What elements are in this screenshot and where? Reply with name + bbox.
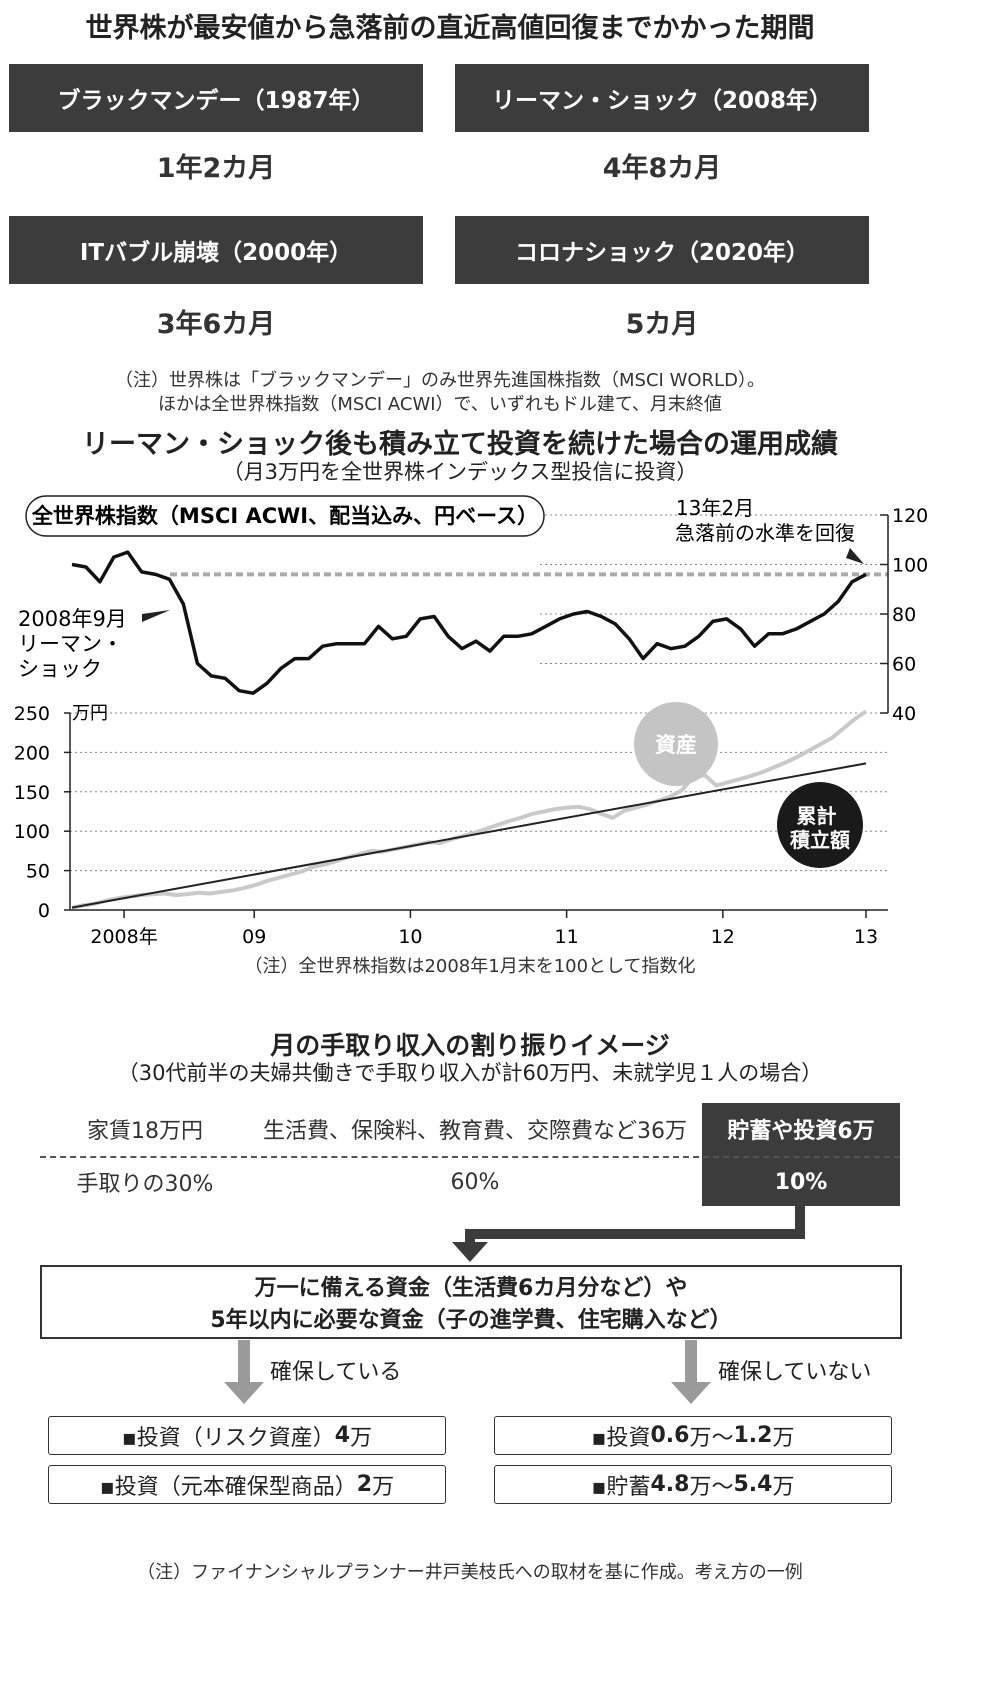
asset-tick-0: 0 — [38, 900, 50, 922]
invest-principal-suffix: 万 — [372, 1474, 395, 1500]
index-tick-40: 40 — [892, 703, 916, 725]
x-tick-11: 11 — [555, 926, 579, 948]
recovery-annotation-pointer — [846, 548, 864, 564]
section3-title: 月の手取り収入の割り振りイメージ — [270, 1031, 670, 1060]
x-tick-10: 10 — [398, 926, 422, 948]
invest-risk-box: ▪投資（リスク資産） 4 万 — [48, 1416, 446, 1455]
section1-note-line1: （注）世界株は「ブラックマンデー」のみ世界先進国株指数（MSCI WORLD）。 — [115, 370, 765, 391]
event-box-covid: コロナショック（2020年） — [455, 216, 869, 284]
invest-range-mid: 万〜 — [689, 1425, 734, 1451]
tick-layer: 120 100 80 60 40 250 200 150 100 50 0 2008年 09 10 11 12… — [14, 505, 929, 948]
left-arrow-head — [224, 1382, 264, 1404]
recovery-annotation-line1: 13年2月 — [676, 496, 754, 520]
savings-cell: 貯蓄や投資6万 — [727, 1119, 875, 1144]
index-line — [71, 550, 867, 695]
left-arrow-shaft — [238, 1340, 250, 1384]
index-pill — [25, 495, 545, 537]
lehman-annotation-line3: ショック — [18, 657, 102, 681]
branch-arrows — [224, 1340, 711, 1404]
asset-tick-100: 100 — [14, 821, 50, 843]
right-arrow-head — [671, 1382, 711, 1404]
section1-note-line2: ほかは全世界株指数（MSCI ACWI）で、いずれもドル建て、月末終値 — [158, 394, 722, 415]
savings-range-mid: 万〜 — [689, 1474, 734, 1500]
x-tick-2008年: 2008年 — [90, 926, 157, 948]
asset-tick-50: 50 — [26, 861, 50, 883]
cumulative-line — [71, 762, 867, 909]
invest-principal-box: ▪投資（元本確保型商品） 2 万 — [48, 1465, 446, 1504]
not-secured-label: 確保していない — [718, 1360, 872, 1385]
invest-range-suffix: 万 — [772, 1425, 795, 1451]
asset-legend-badge — [634, 702, 718, 786]
savings-percent-cell: 10% — [774, 1169, 828, 1195]
invest-range-prefix: ▪投資 — [591, 1425, 651, 1451]
savings-range-suffix: 万 — [772, 1474, 795, 1500]
table-divider — [40, 1156, 900, 1158]
event-box-it-bubble: ITバブル崩壊（2000年） — [9, 216, 423, 284]
invest-risk-amount: 4 — [334, 1423, 351, 1448]
asset-tick-250: 250 — [14, 703, 50, 725]
section2-note: （注）全世界株指数は2008年1月末を100として指数化 — [244, 956, 696, 977]
duration-covid: 5カ月 — [625, 309, 699, 340]
living-percent-cell: 60% — [450, 1169, 500, 1195]
savings-range-box: ▪貯蓄 4.8 万〜 5.4 万 — [494, 1465, 892, 1504]
connector-arrowhead — [452, 1242, 488, 1262]
asset-tick-200: 200 — [14, 742, 50, 764]
savings-range-min: 4.8 — [650, 1472, 690, 1497]
asset-unit-label: 万円 — [72, 703, 108, 724]
x-tick-09: 09 — [242, 926, 266, 948]
x-tick-13: 13 — [854, 926, 878, 948]
index-tick-100: 100 — [892, 555, 928, 577]
living-cost-cell: 生活費、保険料、教育費、交際費など36万 — [263, 1119, 687, 1144]
savings-range-max: 5.4 — [733, 1472, 773, 1497]
section2-title: リーマン・ショック後も積み立て投資を続けた場合の運用成績 — [82, 429, 838, 460]
invest-range-min: 0.6 — [650, 1423, 690, 1448]
flow-connector — [452, 1206, 805, 1262]
duration-it-bubble: 3年6カ月 — [156, 309, 276, 340]
emergency-fund-line2: 5年以内に必要な資金（子の進学費、住宅購入など） — [210, 1308, 732, 1333]
series-layer — [71, 550, 868, 910]
duration-black-monday: 1年2カ月 — [156, 153, 276, 184]
right-arrow-shaft — [685, 1340, 697, 1384]
event-box-lehman: リーマン・ショック（2008年） — [455, 64, 869, 132]
secured-label: 確保している — [270, 1360, 402, 1385]
asset-line — [71, 709, 868, 910]
asset-legend-label: 資産 — [655, 733, 697, 757]
invest-principal-amount: 2 — [356, 1472, 373, 1497]
grid-layer — [70, 514, 888, 872]
section3-subtitle: （30代前半の夫婦共働きで手取り収入が計60万円、未就学児１人の場合） — [117, 1061, 823, 1085]
section3-note: （注）ファイナンシャルプランナー井戸美枝氏への取材を基に作成。考え方の一例 — [137, 1562, 803, 1583]
index-tick-60: 60 — [892, 654, 916, 676]
section1-title: 世界株が最安値から急落前の直近高値回復までかかった期間 — [85, 13, 815, 44]
savings-range-prefix: ▪貯蓄 — [591, 1474, 651, 1500]
index-tick-80: 80 — [892, 604, 916, 626]
cumulative-legend-badge — [777, 782, 863, 868]
invest-principal-prefix: ▪投資（元本確保型商品） — [99, 1474, 357, 1500]
asset-tick-150: 150 — [14, 782, 50, 804]
section2-subtitle: （月3万円を全世界株インデックス型投信に投資） — [222, 460, 698, 484]
lehman-annotation-line1: 2008年9月 — [18, 607, 127, 631]
index-chart-title: 全世界株指数（MSCI ACWI、配当込み、円ベース） — [31, 504, 538, 528]
invest-risk-suffix: 万 — [350, 1425, 373, 1451]
recovery-annotation-line2: 急落前の水準を回復 — [675, 521, 855, 545]
savings-dark-column — [702, 1103, 900, 1206]
rent-cell: 家賃18万円 — [87, 1119, 203, 1144]
invest-range-max: 1.2 — [733, 1423, 773, 1448]
duration-lehman: 4年8カ月 — [602, 153, 722, 184]
connector-line — [465, 1206, 805, 1244]
lehman-annotation-pointer — [142, 610, 170, 622]
index-tick-120: 120 — [892, 505, 928, 527]
emergency-fund-box: 万一に備える資金（生活費6カ月分など）や 5年以内に必要な資金（子の進学費、住宅… — [40, 1265, 902, 1339]
x-tick-12: 12 — [711, 926, 735, 948]
invest-risk-prefix: ▪投資（リスク資産） — [121, 1425, 335, 1451]
lehman-annotation-line2: リーマン・ — [18, 632, 123, 656]
investment-chart: 120 100 80 60 40 250 200 150 100 50 0 2008年 09 10 11 12… — [14, 495, 929, 948]
event-box-black-monday: ブラックマンデー（1987年） — [9, 64, 423, 132]
cumulative-legend-label: 累計 積立額 — [790, 804, 850, 852]
rent-percent-cell: 手取りの30% — [76, 1172, 214, 1197]
invest-range-box: ▪投資 0.6 万〜 1.2 万 — [494, 1416, 892, 1455]
emergency-fund-line1: 万一に備える資金（生活費6カ月分など）や — [254, 1276, 688, 1301]
